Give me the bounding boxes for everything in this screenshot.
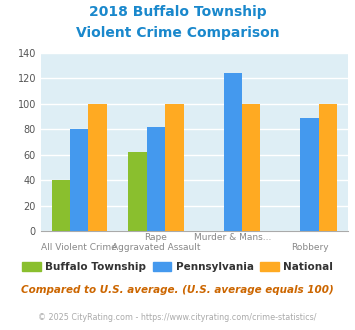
Text: All Violent Crime: All Violent Crime (41, 243, 117, 251)
Legend: Buffalo Township, Pennsylvania, National: Buffalo Township, Pennsylvania, National (18, 258, 337, 276)
Text: Robbery: Robbery (291, 243, 328, 251)
Bar (242, 104, 260, 231)
Bar (300, 118, 319, 231)
Bar (319, 104, 337, 231)
Bar (129, 152, 147, 231)
Bar (51, 180, 70, 231)
Text: Rape: Rape (144, 233, 168, 242)
Text: 2018 Buffalo Township: 2018 Buffalo Township (89, 5, 266, 19)
Text: Violent Crime Comparison: Violent Crime Comparison (76, 26, 279, 40)
Bar (147, 127, 165, 231)
Bar (165, 104, 184, 231)
Text: Aggravated Assault: Aggravated Assault (112, 243, 200, 251)
Text: Compared to U.S. average. (U.S. average equals 100): Compared to U.S. average. (U.S. average … (21, 285, 334, 295)
Bar (70, 129, 88, 231)
Text: © 2025 CityRating.com - https://www.cityrating.com/crime-statistics/: © 2025 CityRating.com - https://www.city… (38, 314, 317, 322)
Text: Murder & Mans...: Murder & Mans... (194, 233, 272, 242)
Bar (224, 73, 242, 231)
Bar (88, 104, 107, 231)
